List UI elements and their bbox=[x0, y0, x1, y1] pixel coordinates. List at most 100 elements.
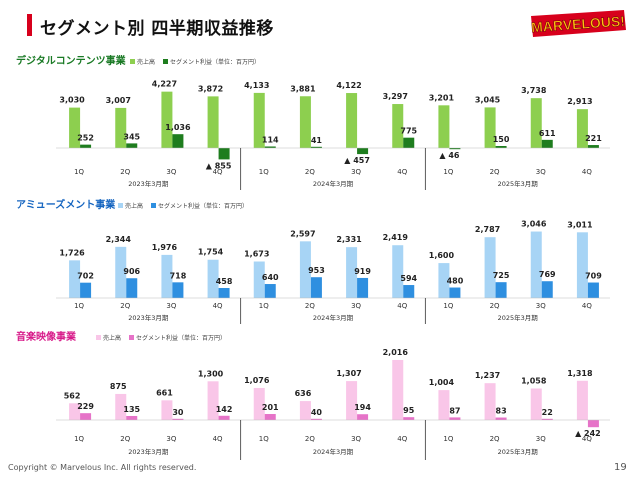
amusement-year-label: 2024年3月期 bbox=[313, 313, 354, 322]
digital-legend-label-0: 売上高 bbox=[137, 58, 155, 66]
amusement-revenue-bar bbox=[69, 260, 81, 298]
music-video-chart: 音楽映像事業 売上高 セグメント利益（単位：百万円） 562 229 1Q 875 135 2Q… bbox=[16, 330, 610, 460]
amusement-revenue-bar bbox=[438, 263, 450, 298]
digital-quarter-label: 3Q bbox=[351, 168, 361, 176]
amusement-profit-bar bbox=[310, 277, 322, 298]
amusement-profit-label: 709 bbox=[585, 272, 602, 281]
music-revenue-bar bbox=[299, 401, 311, 420]
music-year-label: 2024年3月期 bbox=[313, 447, 354, 456]
digital-revenue-label: 3,872 bbox=[198, 84, 223, 93]
amusement-revenue-label: 2,344 bbox=[106, 235, 132, 244]
amusement-quarter-label: 3Q bbox=[166, 302, 176, 310]
digital-quarter-label: 2Q bbox=[120, 168, 130, 176]
music-profit-label: 95 bbox=[403, 406, 415, 415]
digital-revenue-label: 3,201 bbox=[429, 93, 455, 102]
digital-profit-label: 775 bbox=[400, 127, 417, 136]
digital-profit-bar bbox=[587, 145, 599, 148]
music-profit-label: 40 bbox=[311, 408, 323, 417]
music-profit-bar bbox=[264, 414, 276, 420]
digital-profit-bar bbox=[449, 148, 461, 150]
music-profit-bar bbox=[218, 415, 230, 420]
digital-content-panel: デジタルコンテンツ事業 売上高 セグメント利益（単位：百万円） 3,030 252 1Q 3… bbox=[0, 52, 640, 192]
amusement-profit-bar bbox=[80, 282, 92, 298]
amusement-profit-label: 480 bbox=[447, 277, 464, 286]
music-quarter-label: 1Q bbox=[443, 435, 453, 443]
music-profit-bar bbox=[541, 418, 553, 420]
music-profit-bar bbox=[357, 414, 369, 420]
digital-revenue-label: 3,881 bbox=[290, 84, 316, 93]
digital-legend-label-1: セグメント利益（単位：百万円） bbox=[170, 58, 260, 66]
music-quarter-label: 1Q bbox=[74, 435, 84, 443]
amusement-revenue-bar bbox=[346, 247, 358, 298]
digital-quarter-label: 4Q bbox=[397, 168, 407, 176]
page-number: 19 bbox=[614, 462, 627, 473]
music-legend-label-1: セグメント利益（単位：百万円） bbox=[136, 334, 226, 342]
music-revenue-label: 661 bbox=[156, 388, 173, 397]
digital-profit-label: 150 bbox=[493, 135, 510, 144]
music-profit-label: 142 bbox=[216, 405, 233, 414]
music-quarter-label: 3Q bbox=[536, 435, 546, 443]
amusement-revenue-label: 2,787 bbox=[475, 225, 500, 234]
amusement-profit-label: 769 bbox=[539, 270, 556, 279]
music-quarter-label: 3Q bbox=[351, 435, 361, 443]
digital-revenue-bar bbox=[392, 104, 404, 148]
amusement-quarter-label: 2Q bbox=[305, 302, 315, 310]
music-quarter-label: 4Q bbox=[582, 435, 592, 443]
music-revenue-bar bbox=[69, 403, 81, 420]
music-revenue-bar bbox=[346, 381, 358, 420]
amusement-revenue-bar bbox=[392, 245, 404, 298]
amusement-revenue-label: 2,331 bbox=[336, 235, 362, 244]
digital-quarter-label: 1Q bbox=[74, 168, 84, 176]
digital-section-title: デジタルコンテンツ事業 bbox=[16, 54, 127, 67]
amusement-revenue-bar bbox=[115, 246, 127, 298]
amusement-quarter-label: 1Q bbox=[443, 302, 453, 310]
amusement-revenue-bar bbox=[161, 254, 173, 298]
music-revenue-bar bbox=[115, 393, 127, 420]
music-revenue-bar bbox=[207, 381, 219, 420]
digital-profit-bar bbox=[495, 146, 507, 148]
music-year-label: 2025年3月期 bbox=[498, 447, 539, 456]
digital-revenue-bar bbox=[484, 107, 496, 148]
amusement-revenue-label: 1,726 bbox=[59, 248, 85, 257]
logo-text: MARVELOUS! bbox=[531, 13, 626, 36]
digital-revenue-label: 4,122 bbox=[336, 81, 361, 90]
digital-profit-bar bbox=[126, 143, 138, 148]
digital-profit-label: ▲ 457 bbox=[344, 156, 370, 165]
music-section-title: 音楽映像事業 bbox=[16, 330, 77, 343]
digital-revenue-bar bbox=[207, 96, 219, 148]
title-accent-bar bbox=[27, 14, 32, 36]
music-legend-label-0: 売上高 bbox=[103, 334, 121, 342]
amusement-profit-bar bbox=[587, 282, 599, 298]
music-profit-bar bbox=[80, 413, 92, 420]
music-quarter-label: 1Q bbox=[259, 435, 269, 443]
music-revenue-label: 1,004 bbox=[429, 378, 455, 387]
amusement-revenue-label: 3,011 bbox=[567, 220, 593, 229]
amusement-legend-label-1: セグメント利益（単位：百万円） bbox=[158, 202, 248, 210]
digital-profit-bar bbox=[403, 137, 415, 148]
music-revenue-bar bbox=[161, 400, 173, 420]
music-profit-bar bbox=[495, 417, 507, 420]
digital-profit-bar bbox=[264, 146, 276, 148]
digital-year-label: 2023年3月期 bbox=[128, 179, 169, 188]
amusement-revenue-label: 1,673 bbox=[244, 249, 269, 258]
music-revenue-bar bbox=[484, 383, 496, 420]
amusement-profit-bar bbox=[541, 281, 553, 298]
amusement-quarter-label: 4Q bbox=[582, 302, 592, 310]
amusement-profit-bar bbox=[172, 282, 184, 298]
amusement-revenue-label: 1,600 bbox=[429, 251, 455, 260]
music-revenue-bar bbox=[576, 380, 588, 420]
music-profit-bar bbox=[587, 420, 599, 428]
music-revenue-label: 1,318 bbox=[567, 369, 593, 378]
amusement-revenue-label: 3,046 bbox=[521, 220, 547, 229]
digital-revenue-label: 4,133 bbox=[244, 81, 269, 90]
amusement-chart: アミューズメント事業 売上高 セグメント利益（単位：百万円） 1,726 702 1Q 2,… bbox=[16, 198, 610, 324]
digital-revenue-label: 2,913 bbox=[567, 97, 592, 106]
music-profit-label: 194 bbox=[354, 403, 371, 412]
amusement-quarter-label: 2Q bbox=[490, 302, 500, 310]
digital-profit-label: 252 bbox=[77, 134, 94, 143]
digital-profit-label: 221 bbox=[585, 134, 602, 143]
music-revenue-label: 2,016 bbox=[383, 348, 409, 357]
digital-revenue-bar bbox=[115, 107, 127, 148]
digital-profit-bar bbox=[218, 148, 230, 160]
digital-revenue-bar bbox=[576, 109, 588, 148]
